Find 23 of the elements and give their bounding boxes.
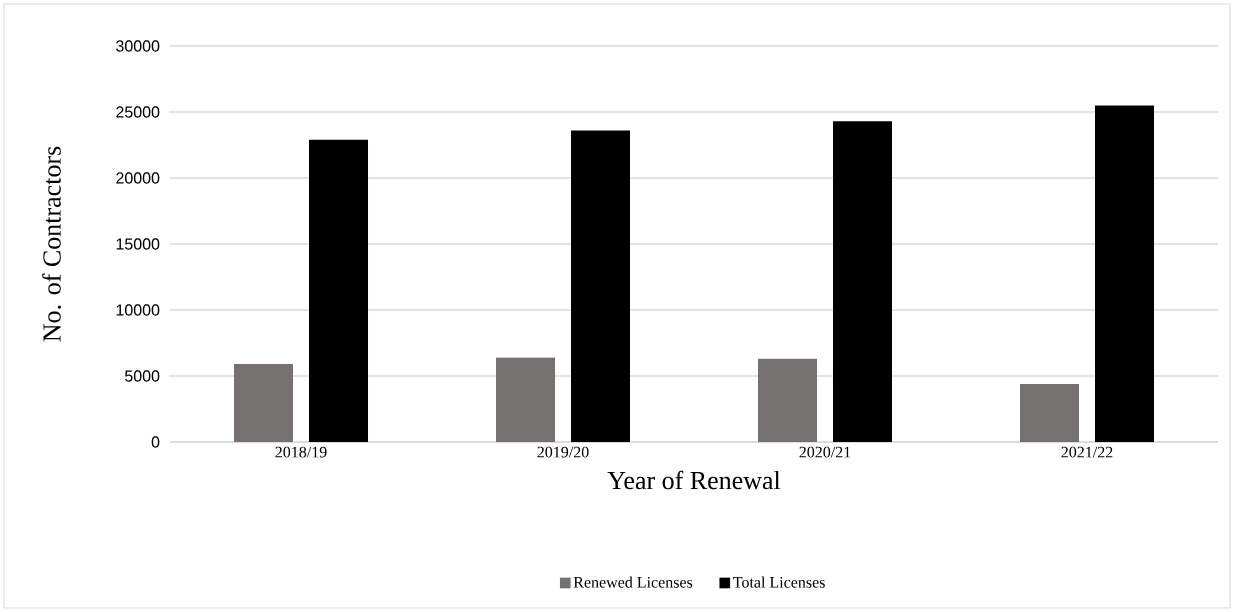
x-tick-label: 2020/21 xyxy=(799,446,851,458)
y-axis-title: No. of Contractors xyxy=(42,146,61,342)
x-tick-label: 2018/19 xyxy=(275,446,327,458)
y-tick-label: 10000 xyxy=(116,304,160,316)
bar xyxy=(1095,105,1155,442)
x-tick-label: 2021/22 xyxy=(1061,446,1113,458)
legend-label: Total Licenses xyxy=(733,576,825,588)
y-tick-label: 25000 xyxy=(116,106,160,118)
bar xyxy=(833,121,893,442)
y-tick-label: 20000 xyxy=(116,172,160,184)
x-tick-label: 2019/20 xyxy=(537,446,589,458)
legend-label: Renewed Licenses xyxy=(573,576,693,588)
bar xyxy=(496,357,556,442)
bar xyxy=(1020,383,1080,442)
x-axis-title: Year of Renewal xyxy=(607,470,781,490)
bar xyxy=(758,358,817,442)
y-tick-label: 15000 xyxy=(116,238,160,250)
bar xyxy=(234,364,294,442)
bar xyxy=(571,130,631,442)
bar xyxy=(309,139,369,442)
y-tick-label: 0 xyxy=(151,436,160,448)
y-tick-label: 30000 xyxy=(116,40,160,52)
y-tick-label: 5000 xyxy=(125,370,160,382)
